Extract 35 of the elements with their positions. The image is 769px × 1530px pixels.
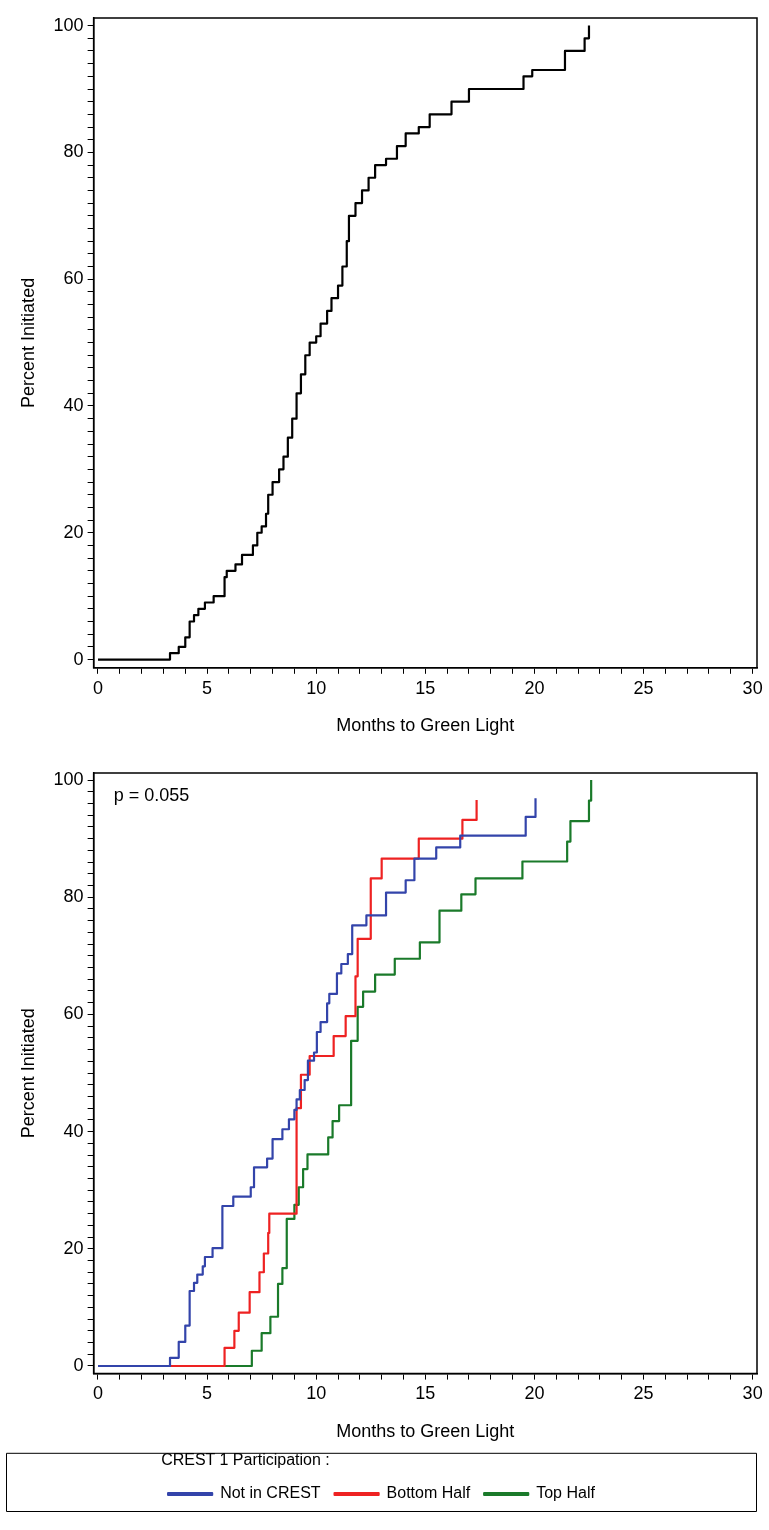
- x-tick-label: 5: [202, 677, 213, 698]
- x-tick-label: 15: [415, 1383, 436, 1404]
- x-tick-label: 30: [742, 677, 763, 698]
- x-tick-label: 10: [306, 1383, 327, 1404]
- annotation: p = 0.055: [113, 784, 190, 805]
- x-tick-label: 25: [633, 677, 654, 698]
- x-tick-label: 0: [92, 1383, 103, 1404]
- y-tick-label: 80: [63, 886, 84, 907]
- y-tick-label: 60: [63, 1003, 84, 1024]
- legend-title: CREST 1 Participation :: [161, 1451, 330, 1469]
- x-tick-label: 20: [524, 677, 545, 698]
- x-tick-label: 25: [633, 1383, 654, 1404]
- y-tick-label: 0: [73, 1354, 84, 1375]
- y-axis-title: Percent Initiated: [17, 277, 38, 408]
- legend-label: Top Half: [536, 1484, 596, 1502]
- x-axis-title: Months to Green Light: [336, 715, 515, 736]
- y-tick-label: 40: [63, 394, 84, 415]
- x-axis-title: Months to Green Light: [336, 1420, 515, 1441]
- y-tick-label: 80: [63, 141, 84, 162]
- x-tick-label: 20: [524, 1383, 545, 1404]
- legend-label: Not in CREST: [220, 1484, 321, 1502]
- x-tick-label: 0: [92, 677, 103, 698]
- y-tick-label: 40: [63, 1120, 84, 1141]
- x-tick-label: 10: [306, 677, 327, 698]
- y-tick-label: 20: [63, 1237, 84, 1258]
- y-tick-label: 60: [63, 268, 84, 289]
- y-tick-label: 100: [53, 14, 84, 35]
- x-tick-label: 30: [742, 1383, 763, 1404]
- x-tick-label: 5: [202, 1383, 213, 1404]
- y-tick-label: 100: [53, 769, 84, 789]
- x-tick-label: 15: [415, 677, 436, 698]
- y-tick-label: 20: [63, 521, 84, 542]
- y-tick-label: 0: [73, 648, 84, 669]
- y-axis-title: Percent Initiated: [17, 1008, 38, 1139]
- legend-label: Bottom Half: [386, 1484, 471, 1502]
